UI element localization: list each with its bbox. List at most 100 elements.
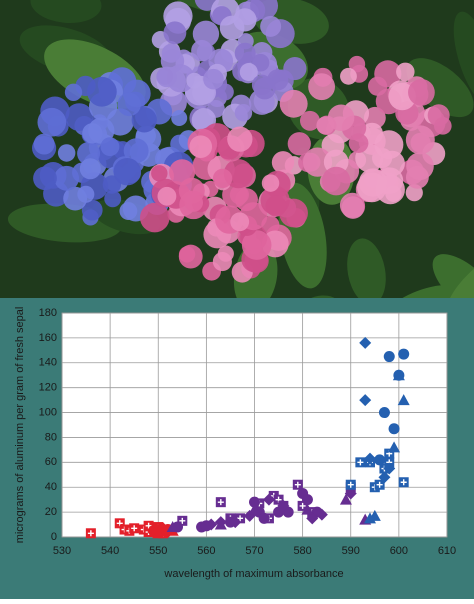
y-tick-label: 120 (39, 382, 57, 394)
floret (321, 166, 351, 196)
y-tick-label: 160 (39, 332, 57, 344)
point (388, 441, 401, 453)
floret (100, 137, 120, 157)
point (345, 479, 356, 490)
x-axis-label: wavelength of maximum absorbance (163, 568, 343, 580)
point (214, 518, 227, 530)
point (355, 457, 366, 468)
leaf (30, 0, 102, 24)
floret (212, 252, 232, 272)
point (262, 493, 275, 506)
point (344, 487, 357, 500)
x-tick-label: 550 (149, 545, 167, 557)
floret (405, 125, 435, 155)
floret (308, 73, 336, 101)
y-tick-label: 100 (39, 406, 57, 418)
floret (323, 149, 349, 175)
floret (234, 42, 256, 64)
x-tick-label: 590 (342, 545, 360, 557)
point (392, 369, 405, 381)
floret (408, 79, 435, 106)
floret (279, 89, 308, 118)
floret (368, 76, 388, 96)
y-tick-label: 140 (39, 357, 57, 369)
floret (87, 76, 117, 107)
point (378, 471, 391, 484)
floret (139, 202, 170, 233)
floret (348, 133, 369, 153)
floret (219, 15, 245, 41)
point (315, 508, 328, 521)
point (85, 528, 96, 539)
floret (171, 109, 188, 127)
point-cross (294, 481, 301, 488)
point-cross (347, 481, 354, 488)
point (177, 515, 188, 526)
floret (131, 107, 157, 133)
floret (230, 212, 250, 232)
floret (405, 165, 429, 189)
point (129, 523, 140, 534)
point (398, 477, 409, 488)
floret (104, 190, 122, 208)
point-cross (400, 479, 407, 486)
floret (239, 63, 258, 82)
point-cross (87, 530, 94, 537)
y-tick-label: 40 (45, 481, 57, 493)
floret (189, 135, 213, 158)
floret (54, 165, 80, 191)
point (398, 348, 410, 360)
floret (117, 92, 141, 117)
point-cross (357, 459, 364, 466)
floret (81, 199, 103, 221)
floret (64, 83, 83, 101)
floret (396, 62, 415, 82)
floret (79, 158, 101, 180)
point (215, 497, 226, 508)
point (359, 394, 372, 407)
point (374, 479, 385, 490)
floret (261, 174, 280, 192)
floret (217, 83, 234, 101)
floret (250, 0, 279, 20)
point (277, 499, 290, 512)
y-tick-label: 180 (39, 307, 57, 319)
floret (156, 66, 177, 88)
x-tick-label: 570 (245, 545, 263, 557)
point (374, 454, 386, 466)
point (143, 520, 154, 531)
floret (234, 104, 253, 122)
floret (157, 186, 177, 206)
floret (191, 39, 213, 62)
point (243, 509, 256, 522)
y-tick-label: 20 (45, 506, 57, 518)
leaf (453, 11, 474, 106)
floret (151, 165, 168, 182)
x-tick-label: 560 (197, 545, 215, 557)
floret (113, 157, 141, 186)
floret (37, 107, 67, 137)
floret (65, 103, 94, 131)
y-axis-label: micrograms of aluminum per gram of fresh… (14, 307, 26, 544)
floret (119, 202, 138, 220)
floret (82, 123, 103, 144)
point (368, 509, 381, 521)
floret (33, 166, 57, 191)
point (258, 512, 270, 524)
point (229, 516, 242, 529)
x-tick-label: 600 (390, 545, 408, 557)
point-cross (131, 525, 138, 532)
point (166, 521, 179, 533)
x-tick-label: 610 (438, 545, 456, 557)
floret (253, 77, 276, 100)
y-tick-label: 80 (45, 431, 57, 443)
floret (178, 244, 203, 269)
floret (57, 144, 76, 162)
floret (241, 230, 272, 260)
point (339, 493, 352, 505)
floret (287, 132, 311, 156)
point-cross (217, 499, 224, 506)
point (249, 496, 260, 508)
point-cross (145, 522, 152, 529)
